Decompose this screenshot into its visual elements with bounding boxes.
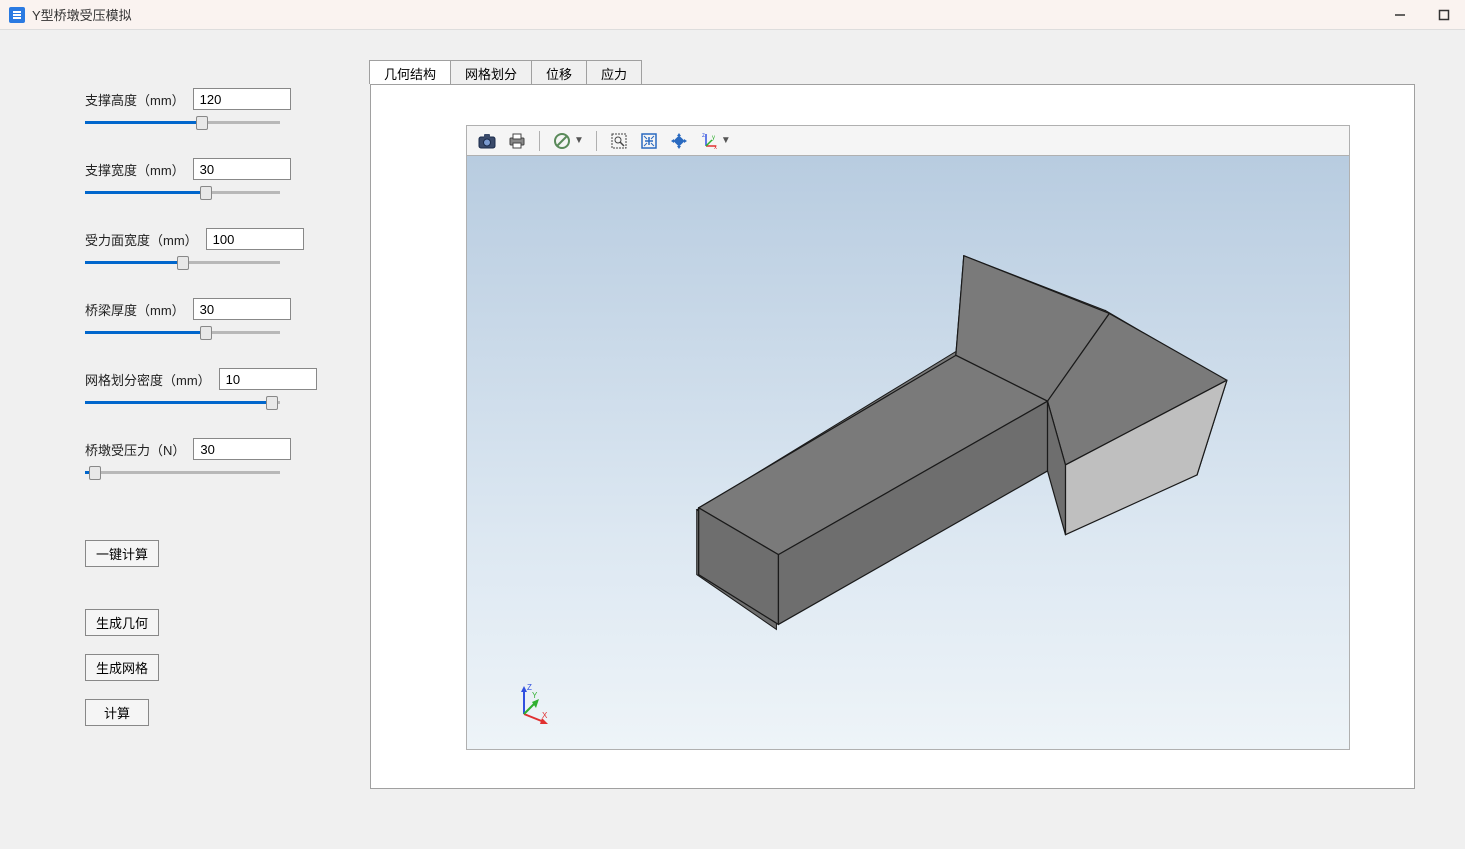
- dropdown-icon[interactable]: ▼: [721, 135, 731, 146]
- svg-text:z: z: [702, 133, 705, 139]
- svg-text:x: x: [714, 145, 717, 150]
- camera-icon[interactable]: [473, 129, 501, 153]
- axis-triad-icon: Z X Y: [512, 684, 552, 724]
- content-panel: 几何结构 网格划分 位移 应力: [370, 30, 1465, 849]
- svg-text:Y: Y: [532, 691, 538, 700]
- param-label: 支撑宽度（mm）: [85, 160, 185, 179]
- param-label: 桥墩受压力（N）: [85, 440, 185, 459]
- main-area: 支撑高度（mm） 支撑宽度（mm） 受力面宽度（mm）: [0, 30, 1465, 849]
- tab-geometry[interactable]: 几何结构: [369, 60, 451, 84]
- window-title: Y型桥墩受压模拟: [32, 5, 1387, 24]
- mesh-density-input[interactable]: [219, 368, 317, 390]
- param-bridge-thickness: 桥梁厚度（mm）: [85, 298, 330, 340]
- param-label: 支撑高度（mm）: [85, 90, 185, 109]
- generate-geometry-button[interactable]: 生成几何: [85, 609, 159, 636]
- pier-pressure-slider[interactable]: [85, 466, 280, 480]
- zoom-box-icon[interactable]: [605, 129, 633, 153]
- generate-mesh-button[interactable]: 生成网格: [85, 654, 159, 681]
- viewport-wrap: ▼ x z y: [466, 125, 1350, 750]
- support-height-slider[interactable]: [85, 116, 280, 130]
- model-overlay: [467, 156, 1349, 749]
- force-face-width-input[interactable]: [206, 228, 304, 250]
- dropdown-icon[interactable]: ▼: [574, 135, 584, 146]
- svg-text:y: y: [712, 135, 715, 141]
- compute-button[interactable]: 计算: [85, 699, 149, 726]
- window-controls: [1387, 2, 1457, 28]
- tab-mesh[interactable]: 网格划分: [450, 60, 532, 84]
- app-icon: [8, 6, 26, 24]
- param-force-face-width: 受力面宽度（mm）: [85, 228, 330, 270]
- support-width-slider[interactable]: [85, 186, 280, 200]
- tab-container: ▼ x z y: [370, 84, 1415, 789]
- support-width-input[interactable]: [193, 158, 291, 180]
- print-icon[interactable]: [503, 129, 531, 153]
- compute-all-button[interactable]: 一键计算: [85, 540, 159, 567]
- param-pier-pressure: 桥墩受压力（N）: [85, 438, 330, 480]
- fit-icon[interactable]: [635, 129, 663, 153]
- mesh-density-slider[interactable]: [85, 396, 280, 410]
- maximize-button[interactable]: [1431, 2, 1457, 28]
- param-mesh-density: 网格划分密度（mm）: [85, 368, 330, 410]
- param-support-height: 支撑高度（mm）: [85, 88, 330, 130]
- minimize-button[interactable]: [1387, 2, 1413, 28]
- viewport-toolbar: ▼ x z y: [466, 125, 1350, 155]
- tab-stress[interactable]: 应力: [586, 60, 642, 84]
- expand-icon[interactable]: [665, 129, 693, 153]
- param-label: 桥梁厚度（mm）: [85, 300, 185, 319]
- tabs: 几何结构 网格划分 位移 应力: [369, 60, 641, 84]
- bridge-thickness-slider[interactable]: [85, 326, 280, 340]
- param-label: 网格划分密度（mm）: [85, 370, 211, 389]
- force-face-width-slider[interactable]: [85, 256, 280, 270]
- param-support-width: 支撑宽度（mm）: [85, 158, 330, 200]
- titlebar: Y型桥墩受压模拟: [0, 0, 1465, 30]
- support-height-input[interactable]: [193, 88, 291, 110]
- tab-displacement[interactable]: 位移: [531, 60, 587, 84]
- svg-text:X: X: [542, 711, 548, 720]
- viewport-3d[interactable]: Z X Y: [466, 155, 1350, 750]
- param-label: 受力面宽度（mm）: [85, 230, 198, 249]
- bridge-thickness-input[interactable]: [193, 298, 291, 320]
- tab-body: ▼ x z y: [371, 85, 1414, 788]
- side-panel: 支撑高度（mm） 支撑宽度（mm） 受力面宽度（mm）: [0, 30, 370, 849]
- no-entry-icon[interactable]: [548, 129, 576, 153]
- pier-pressure-input[interactable]: [193, 438, 291, 460]
- axes-icon[interactable]: x z y: [695, 129, 723, 153]
